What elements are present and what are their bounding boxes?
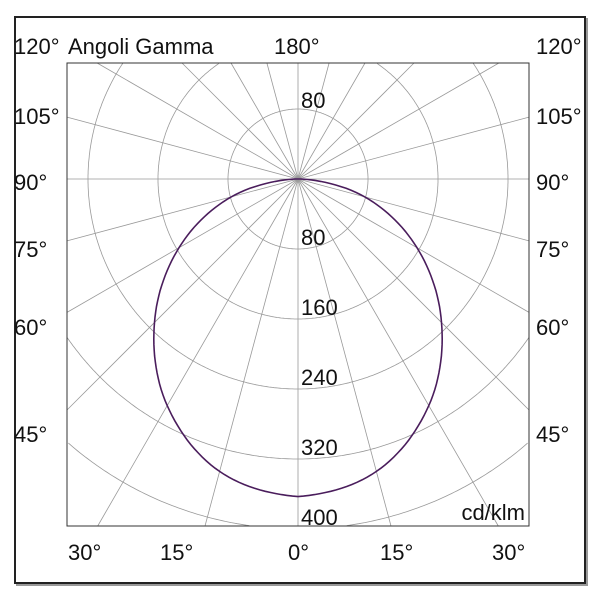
radial-tick-label: 320 [301, 435, 338, 460]
angle-label-left: 75° [14, 237, 47, 262]
angle-label-bottom: 15° [160, 540, 193, 565]
grid-circle [157, 63, 439, 320]
grid-spoke [66, 178, 299, 411]
angle-label-left: 90° [14, 170, 47, 195]
grid-spoke [66, 116, 299, 180]
angle-label-left: 120° [14, 34, 60, 59]
angle-label-top: 180° [274, 34, 320, 59]
chart-title: Angoli Gamma [68, 34, 214, 59]
angle-label-bottom: 15° [380, 540, 413, 565]
angle-label-bottom: 30° [492, 540, 525, 565]
angle-label-left: 60° [14, 315, 47, 340]
grid-spoke [96, 62, 299, 180]
grid-spoke [204, 178, 299, 527]
grid-spoke [230, 62, 299, 180]
grid-spoke [66, 178, 299, 313]
curve-group [152, 178, 444, 498]
grid-spoke [66, 178, 299, 242]
angle-label-right: 90° [536, 170, 569, 195]
grid-spoke [297, 62, 415, 180]
radial-tick-label: 160 [301, 295, 338, 320]
angle-label-right: 75° [536, 237, 569, 262]
labels: 80 160 240 320 400 120° 105° 90° 75° 60° 45° 120° 10… [14, 34, 582, 565]
upper-tick-label: 80 [301, 88, 325, 113]
angle-label-left: 105° [14, 104, 60, 129]
angle-label-bottom: 0° [288, 540, 309, 565]
grid [66, 62, 530, 527]
grid-spoke [97, 178, 299, 527]
unit-label: cd/klm [461, 500, 525, 525]
grid-spoke [297, 178, 499, 527]
grid-spoke [297, 62, 330, 180]
radial-tick-label: 240 [301, 365, 338, 390]
grid-spoke [297, 178, 530, 411]
grid-spoke [297, 178, 530, 242]
angle-label-right: 105° [536, 104, 582, 129]
angle-label-right: 120° [536, 34, 582, 59]
grid-circle [68, 442, 528, 526]
grid-circle [87, 62, 509, 390]
grid-spoke [297, 178, 530, 313]
grid-spoke [297, 116, 530, 180]
plot-box [66, 62, 530, 527]
grid-spoke [297, 62, 500, 180]
angle-label-bottom: 30° [68, 540, 101, 565]
grid-spoke [266, 62, 299, 180]
radial-tick-label: 80 [301, 225, 325, 250]
angle-label-right: 45° [536, 422, 569, 447]
radial-tick-label: 400 [301, 505, 338, 530]
angle-label-left: 45° [14, 422, 47, 447]
chart-frame [14, 16, 586, 584]
grid-spoke [297, 178, 392, 527]
grid-spoke [181, 62, 299, 180]
angle-label-right: 60° [536, 315, 569, 340]
intensity-curve [152, 178, 444, 498]
grid-spoke [297, 62, 366, 180]
